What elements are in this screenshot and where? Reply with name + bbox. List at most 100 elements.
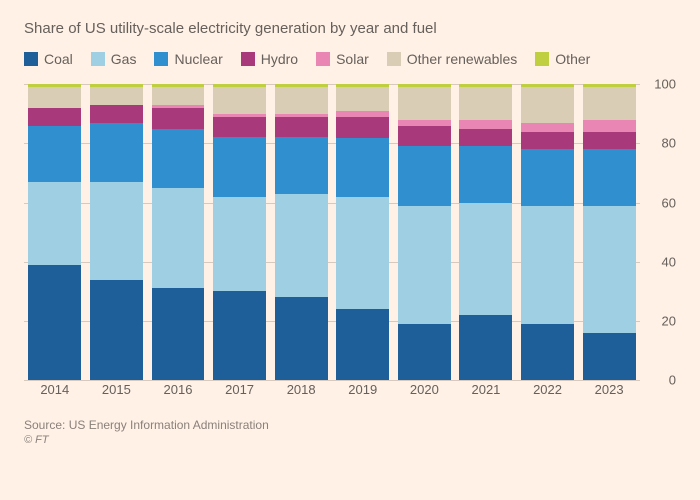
x-tick-label: 2015 [86,382,148,404]
stacked-bar [152,84,205,380]
legend-item: Solar [316,47,369,72]
legend-label: Nuclear [174,51,222,67]
bar-segment [152,288,205,380]
legend-item: Coal [24,47,73,72]
legend-item: Nuclear [154,47,222,72]
bar-segment [213,291,266,380]
bar-segment [521,149,574,205]
bar-segment [459,129,512,147]
legend: Coal Gas Nuclear Hydro Solar Other renewables… [24,47,676,72]
y-tick-label: 40 [656,254,676,269]
stacked-bar [583,84,636,380]
stacked-bar [213,84,266,380]
bar-segment [521,206,574,324]
stacked-bar [398,84,451,380]
bar-slot [147,84,209,380]
stacked-bar [521,84,574,380]
bar-segment [152,108,205,129]
bar-segment [90,105,143,123]
bar-segment [398,146,451,205]
bar-segment [152,188,205,289]
bar-slot [209,84,271,380]
y-tick-label: 60 [656,195,676,210]
bar-segment [583,132,636,150]
legend-item: Gas [91,47,137,72]
legend-label: Other renewables [407,51,518,67]
x-tick-label: 2014 [24,382,86,404]
y-tick-label: 0 [663,373,676,388]
bar-segment [398,126,451,147]
bar-segment [336,117,389,138]
bar-slot [332,84,394,380]
bar-segment [459,87,512,120]
legend-item: Other [535,47,590,72]
bar-segment [28,87,81,108]
bar-segment [583,120,636,132]
bar-segment [583,149,636,205]
plot-area: 020406080100 201420152016201720182019202… [24,84,676,404]
bar-slot [24,84,86,380]
x-tick-label: 2020 [394,382,456,404]
bar-segment [28,265,81,380]
bar-segment [90,182,143,280]
legend-label: Coal [44,51,73,67]
bar-segment [275,137,328,193]
bar-segment [521,87,574,123]
bar-slot [517,84,579,380]
y-axis-labels: 020406080100 [644,84,676,380]
bar-segment [459,203,512,315]
legend-swatch [535,52,549,66]
bar-segment [459,146,512,202]
legend-swatch [241,52,255,66]
bar-slot [270,84,332,380]
legend-label: Solar [336,51,369,67]
legend-swatch [387,52,401,66]
stacked-bar [28,84,81,380]
bar-segment [336,87,389,111]
bar-slot [578,84,640,380]
legend-swatch [24,52,38,66]
bar-segment [336,197,389,309]
bar-segment [583,87,636,120]
bar-segment [28,108,81,126]
bar-segment [398,324,451,380]
bar-segment [275,194,328,298]
bar-segment [336,309,389,380]
bar-segment [90,280,143,381]
x-tick-label: 2016 [147,382,209,404]
bar-segment [459,315,512,380]
x-tick-label: 2018 [270,382,332,404]
x-axis-labels: 2014201520162017201820192020202120222023 [24,382,640,404]
bar-segment [398,87,451,120]
bar-slot [394,84,456,380]
bar-segment [459,120,512,129]
bar-segment [213,197,266,292]
legend-label: Hydro [261,51,298,67]
x-tick-label: 2017 [209,382,271,404]
bar-segment [28,182,81,265]
y-tick-label: 80 [656,136,676,151]
legend-label: Other [555,51,590,67]
stacked-bar [275,84,328,380]
bar-segment [275,297,328,380]
x-tick-label: 2023 [578,382,640,404]
bar-segment [521,132,574,150]
bar-segment [152,129,205,188]
bar-segment [583,333,636,380]
y-tick-label: 20 [656,313,676,328]
bar-segment [90,123,143,182]
bars-container [24,84,640,380]
legend-label: Gas [111,51,137,67]
legend-swatch [154,52,168,66]
legend-item: Other renewables [387,47,518,72]
bar-slot [86,84,148,380]
stacked-bar [90,84,143,380]
bar-segment [275,117,328,138]
bar-segment [213,137,266,196]
bar-slot [455,84,517,380]
stacked-bar [336,84,389,380]
bar-segment [398,206,451,324]
legend-swatch [91,52,105,66]
stacked-bar [459,84,512,380]
chart-container: Share of US utility-scale electricity ge… [0,0,700,500]
